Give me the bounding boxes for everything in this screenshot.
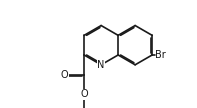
Text: N: N [98,60,105,70]
Text: Br: Br [155,50,166,60]
Text: O: O [61,70,68,80]
Text: O: O [80,89,88,99]
